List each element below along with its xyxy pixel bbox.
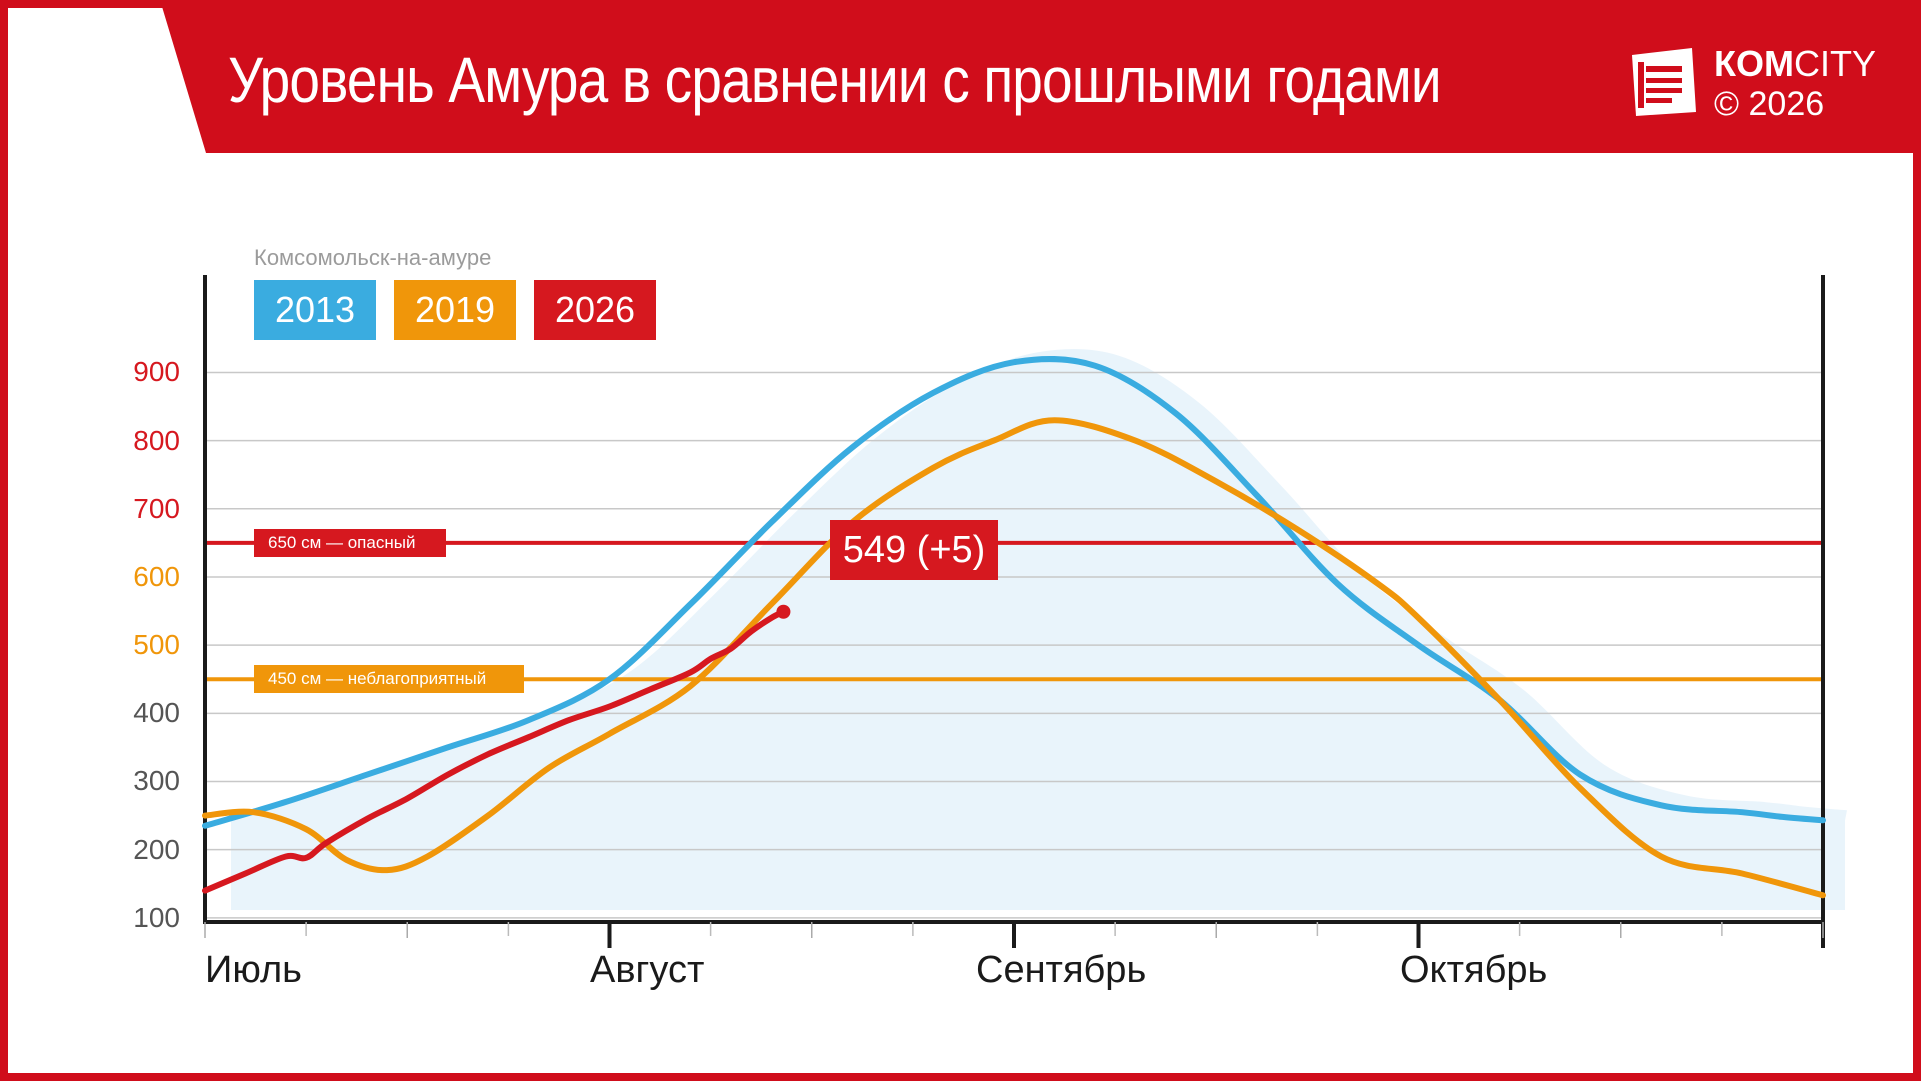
y-tick-label: 500 — [133, 629, 180, 661]
x-tick-label-september: Сентябрь — [976, 949, 1147, 991]
komcity-logo-icon — [1632, 48, 1696, 116]
legend-item-2019: 2019 — [394, 280, 516, 340]
current-level-callout: 549 (+5) — [830, 520, 998, 580]
copyright: © 2026 — [1714, 85, 1825, 123]
brand-name-rest: CITY — [1793, 43, 1876, 84]
legend-item-2013: 2013 — [254, 280, 376, 340]
threshold-label-unfavorable: 450 см — неблагоприятный — [254, 665, 524, 694]
series-line-2019 — [202, 417, 1826, 899]
area-2013-shadow — [229, 348, 1847, 910]
y-tick-label: 100 — [133, 901, 180, 933]
y-tick-label: 900 — [133, 356, 180, 388]
y-tick-label: 200 — [133, 833, 180, 865]
brand-name: КОМCITY — [1714, 42, 1914, 86]
x-tick-label-august: Август — [590, 949, 705, 991]
page-title: Уровень Амура в сравнении с прошлыми год… — [228, 44, 1442, 116]
chart-subtitle: Комсомольск-на-амуре — [254, 245, 492, 270]
x-tick-label-july: Июль — [205, 949, 302, 991]
series-line-2013 — [202, 356, 1826, 829]
legend-item-2026: 2026 — [534, 280, 656, 340]
header-band — [160, 0, 1921, 153]
series-lines — [202, 356, 1826, 899]
threshold-label-dangerous: 650 см — опасный — [254, 528, 446, 557]
y-tick-label: 700 — [133, 492, 180, 524]
y-tick-label: 800 — [133, 424, 180, 456]
x-tick-label-october: Октябрь — [1400, 949, 1548, 991]
series-2026-end-dot — [776, 604, 791, 619]
y-tick-label: 600 — [133, 560, 180, 592]
y-tick-label: 400 — [133, 697, 180, 729]
grid-lines — [205, 371, 1823, 919]
x-axis-ticks — [204, 922, 1824, 948]
series-line-2026 — [202, 608, 787, 894]
brand-name-strong: КОМ — [1714, 43, 1794, 84]
y-tick-label: 300 — [133, 765, 180, 797]
